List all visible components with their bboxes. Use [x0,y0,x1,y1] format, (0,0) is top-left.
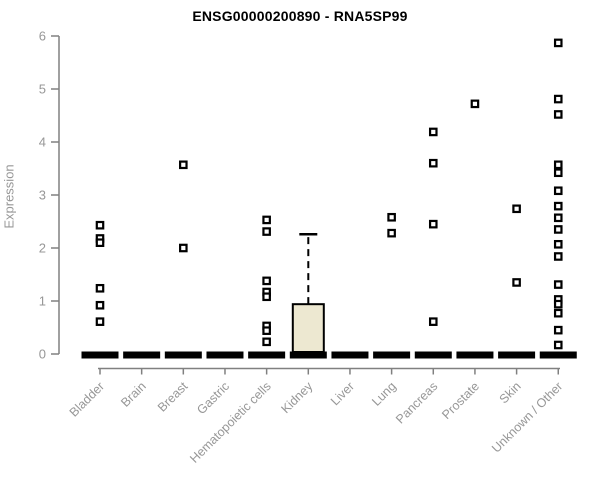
outlier-point [553,280,563,289]
y-tick-label: 3 [39,188,46,203]
median-bar [123,351,161,359]
median-bar [206,351,244,359]
median-bar [164,351,202,359]
outlier-point [553,110,563,119]
outlier-point [553,94,563,104]
outlier-point [95,238,105,248]
outlier-point [428,158,438,168]
x-tick-label: Kidney [278,379,315,416]
outlier-point [95,317,105,326]
outlier-point [553,213,563,223]
y-tick-label: 4 [39,135,46,150]
median-bar [373,351,411,359]
outlier-point [553,201,563,211]
median-bar [456,351,494,359]
outlier-point [553,38,563,48]
outlier-point [262,215,271,225]
outlier-point [428,127,438,137]
outlier-point [387,212,396,222]
outlier-point [95,300,105,310]
y-tick-label: 0 [39,347,46,362]
outlier-point [95,220,105,230]
x-tick-label: Gastric [194,379,232,417]
outlier-point [553,225,563,234]
outlier-point [553,308,563,318]
outlier-point [262,326,271,335]
outlier-point [179,160,188,170]
outlier-point [470,99,480,109]
x-tick-label: Lung [369,379,399,409]
x-tick-label: Bladder [67,379,107,419]
outlier-point [428,317,438,326]
outlier-point [428,219,438,229]
outlier-point [553,186,563,196]
outlier-point [553,340,563,350]
y-tick-label: 5 [39,82,46,97]
outlier-point [387,228,396,238]
outlier-point [553,168,563,178]
outlier-point [262,292,271,302]
median-bar [414,351,452,359]
x-tick-label: Brain [118,379,149,410]
outlier-point [553,160,563,170]
x-tick-label: Liver [328,379,357,408]
outlier-point [553,299,563,309]
x-tick-label: Hematopoietic cells [187,379,274,466]
x-tick-label: Breast [155,379,191,415]
outlier-point [553,239,563,249]
y-axis-title: Expression [1,164,17,229]
outlier-point [553,325,563,335]
median-bar [289,351,327,359]
outlier-point [262,276,271,286]
y-tick-label: 1 [39,294,46,309]
outlier-point [512,278,521,287]
x-tick-label: Skin [497,379,524,406]
median-bar [81,351,119,359]
x-tick-label: Pancreas [393,379,440,426]
outlier-point [262,227,271,236]
median-bar [498,351,536,359]
outlier-point [553,252,563,261]
y-tick-label: 6 [39,29,46,44]
box [291,303,325,353]
outlier-point [179,243,188,253]
median-bar [539,351,577,359]
median-bar [248,351,286,359]
outlier-point [512,204,521,214]
x-tick-label: Unknown / Other [489,379,565,455]
x-tick-label: Prostate [439,379,482,422]
median-bar [331,351,369,359]
y-tick-label: 2 [39,241,46,256]
outlier-point [95,283,105,293]
chart-title: ENSG00000200890 - RNA5SP99 [192,8,408,24]
outlier-point [262,337,271,347]
